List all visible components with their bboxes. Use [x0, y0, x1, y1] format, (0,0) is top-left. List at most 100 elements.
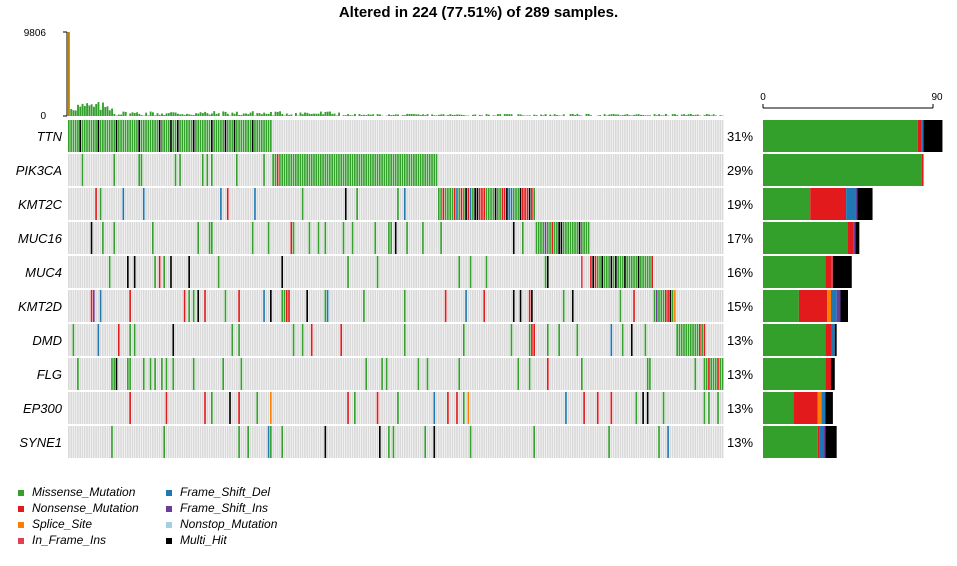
tmb-bar [487, 114, 490, 116]
matrix-cell [506, 154, 508, 186]
matrix-cell [426, 120, 429, 152]
matrix-cell [526, 426, 529, 458]
matrix-cell [81, 290, 84, 322]
matrix-cell [556, 358, 558, 390]
matrix-cell [415, 222, 417, 254]
matrix-cell [537, 222, 540, 254]
matrix-cell [117, 392, 120, 424]
gene-label: SYNE1 [19, 435, 62, 450]
matrix-cell [503, 358, 506, 390]
matrix-cell [474, 426, 476, 458]
matrix-cell [283, 120, 286, 152]
matrix-cell [444, 256, 447, 288]
matrix-cell [310, 392, 313, 424]
matrix-cell [433, 290, 436, 322]
matrix-cell [467, 358, 470, 390]
matrix-cell [115, 392, 118, 424]
matrix-cell [521, 324, 524, 356]
matrix-cell [95, 426, 97, 458]
matrix-cell [151, 290, 154, 322]
matrix-cell [333, 324, 336, 356]
matrix-cell [703, 120, 706, 152]
matrix-cell [156, 256, 159, 288]
tmb-bar [133, 112, 136, 116]
matrix-cell [240, 324, 243, 356]
percent-label: 29% [727, 163, 753, 178]
gene-bar-segment [825, 324, 831, 356]
matrix-cell [394, 120, 397, 152]
matrix-cell [664, 222, 667, 254]
matrix-cell [281, 256, 284, 288]
tmb-bar [138, 113, 141, 116]
matrix-cell [226, 358, 229, 390]
matrix-cell [242, 188, 245, 220]
matrix-cell [626, 120, 629, 152]
tmb-bar [156, 113, 159, 116]
matrix-cell [285, 120, 288, 152]
matrix-cell [372, 154, 374, 186]
matrix-cell [669, 120, 672, 152]
matrix-cell [492, 120, 495, 152]
matrix-cell [183, 256, 186, 288]
matrix-cell [79, 324, 82, 356]
matrix-cell [133, 222, 136, 254]
matrix-cell [206, 324, 209, 356]
matrix-cell [192, 426, 195, 458]
matrix-cell [472, 324, 474, 356]
matrix-cell [419, 120, 422, 152]
matrix-cell [392, 324, 395, 356]
matrix-cell [449, 392, 452, 424]
tmb-bar [497, 114, 499, 116]
matrix-cell [369, 426, 372, 458]
matrix-cell [256, 256, 259, 288]
matrix-cell [721, 222, 724, 254]
matrix-cell [351, 324, 354, 356]
matrix-cell [533, 120, 535, 152]
matrix-cell [304, 358, 306, 390]
tmb-bar [161, 113, 163, 116]
matrix-cell [220, 154, 222, 186]
matrix-cell [524, 324, 526, 356]
matrix-cell [419, 324, 422, 356]
matrix-cell [499, 120, 501, 152]
matrix-cell [696, 392, 699, 424]
matrix-cell [447, 222, 449, 254]
matrix-cell [163, 290, 166, 322]
matrix-cell [403, 222, 406, 254]
matrix-cell [310, 256, 313, 288]
matrix-cell [188, 290, 190, 322]
matrix-cell [272, 290, 274, 322]
matrix-cell [576, 188, 579, 220]
matrix-cell [615, 290, 617, 322]
matrix-cell [290, 358, 293, 390]
matrix-cell [469, 256, 472, 288]
matrix-cell [283, 358, 286, 390]
legend: Missense_MutationNonsense_MutationSplice… [18, 485, 278, 547]
tmb-bar [263, 112, 266, 116]
legend-label: Multi_Hit [180, 533, 227, 547]
matrix-cell [136, 426, 138, 458]
percent-label: 16% [727, 265, 753, 280]
matrix-cell [694, 222, 697, 254]
matrix-cell [111, 426, 113, 458]
matrix-cell [290, 290, 293, 322]
matrix-cell [140, 120, 143, 152]
matrix-cell [378, 256, 381, 288]
matrix-cell [417, 290, 420, 322]
matrix-cell [211, 256, 213, 288]
matrix-cell [256, 188, 259, 220]
matrix-cell [279, 256, 281, 288]
matrix-cell [292, 392, 295, 424]
matrix-cell [308, 358, 311, 390]
matrix-cell [297, 256, 299, 288]
matrix-cell [299, 256, 302, 288]
matrix-cell [492, 358, 495, 390]
tmb-bar [199, 112, 202, 116]
matrix-cell [299, 324, 302, 356]
matrix-cell [294, 290, 297, 322]
matrix-cell [81, 358, 84, 390]
tmb-bar [301, 114, 304, 116]
matrix-cell [385, 188, 388, 220]
matrix-cell [122, 222, 125, 254]
